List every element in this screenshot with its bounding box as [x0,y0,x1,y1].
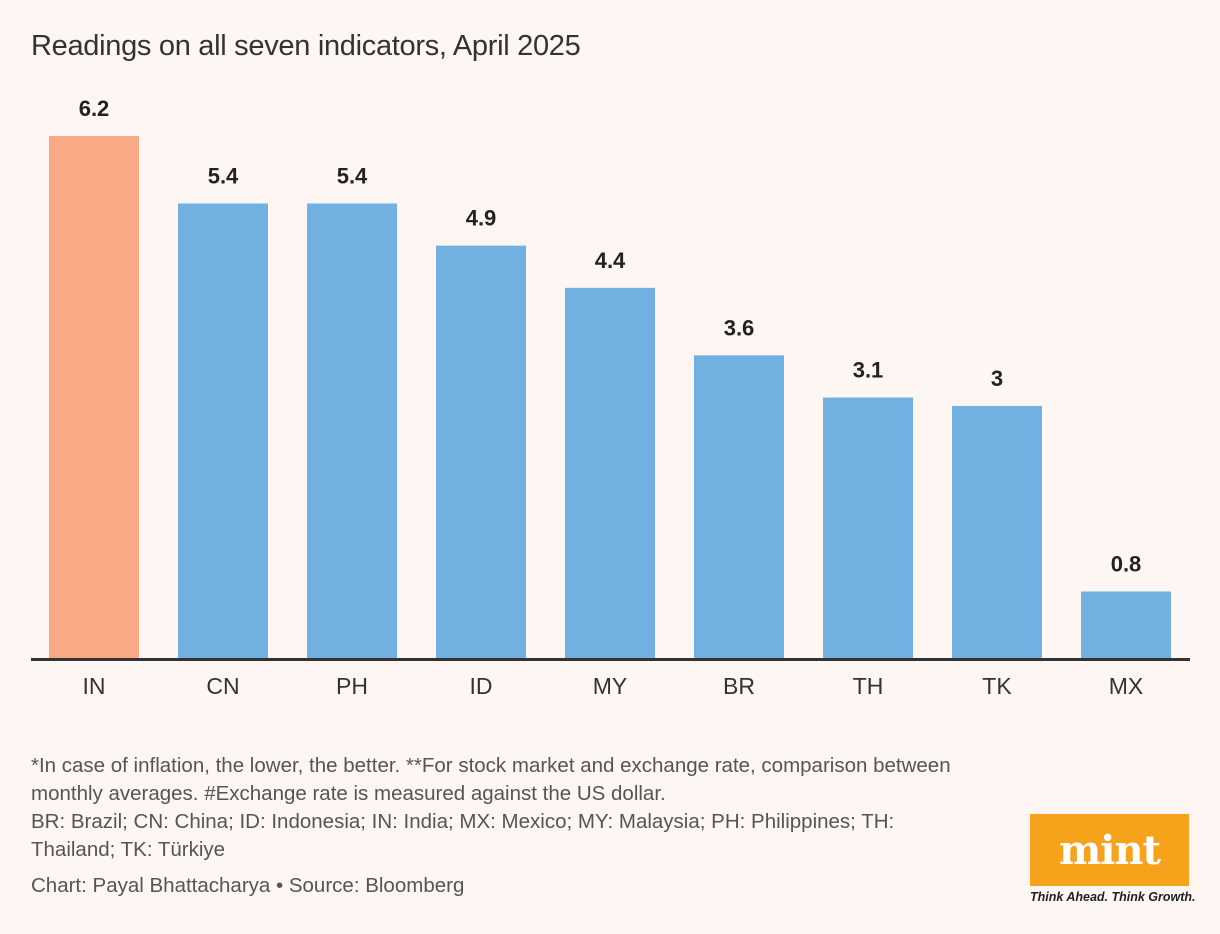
footnotes: *In case of inflation, the lower, the be… [31,752,981,864]
data-label-id: 4.9 [466,206,497,231]
data-label-tk: 3 [991,366,1003,391]
data-label-mx: 0.8 [1111,552,1142,577]
tick-label-my: MY [593,673,628,699]
mint-logo: mint [1030,814,1189,886]
bar-cn [178,203,268,659]
chart-title: Readings on all seven indicators, April … [31,30,581,62]
bar-tk [952,405,1042,659]
mint-logo-word: mint [1058,826,1161,874]
tick-label-th: TH [853,673,884,699]
bar-my [565,287,655,659]
chart-credit: Chart: Payal Bhattacharya • Source: Bloo… [31,874,465,897]
bar-br [694,355,784,659]
footnote-definitions: *In case of inflation, the lower, the be… [31,754,951,805]
mint-tagline: Think Ahead. Think Growth. [1030,890,1196,904]
tick-label-in: IN [83,673,106,699]
data-label-ph: 5.4 [337,163,368,188]
tick-label-br: BR [723,673,755,699]
tick-label-cn: CN [206,673,239,699]
data-label-br: 3.6 [724,315,755,340]
tick-label-id: ID [470,673,493,699]
data-label-my: 4.4 [595,248,626,273]
tick-label-tk: TK [982,673,1012,699]
bar-chart: 6.2 IN 5.4 CN 5.4 PH 4.9 ID 4.4 MY 3.6 BR 3.1 TH 3 TK 0.… [31,96,1190,699]
bar-mx [1081,591,1171,659]
bar-ph [307,203,397,659]
tick-label-mx: MX [1109,673,1144,699]
bar-in [49,136,139,659]
data-label-cn: 5.4 [208,163,239,188]
data-label-th: 3.1 [853,358,884,383]
bar-th [823,397,913,659]
tick-label-ph: PH [336,673,368,699]
bar-id [436,245,526,659]
footnote-country-codes: BR: Brazil; CN: China; ID: Indonesia; IN… [31,810,895,861]
data-label-in: 6.2 [79,96,110,121]
